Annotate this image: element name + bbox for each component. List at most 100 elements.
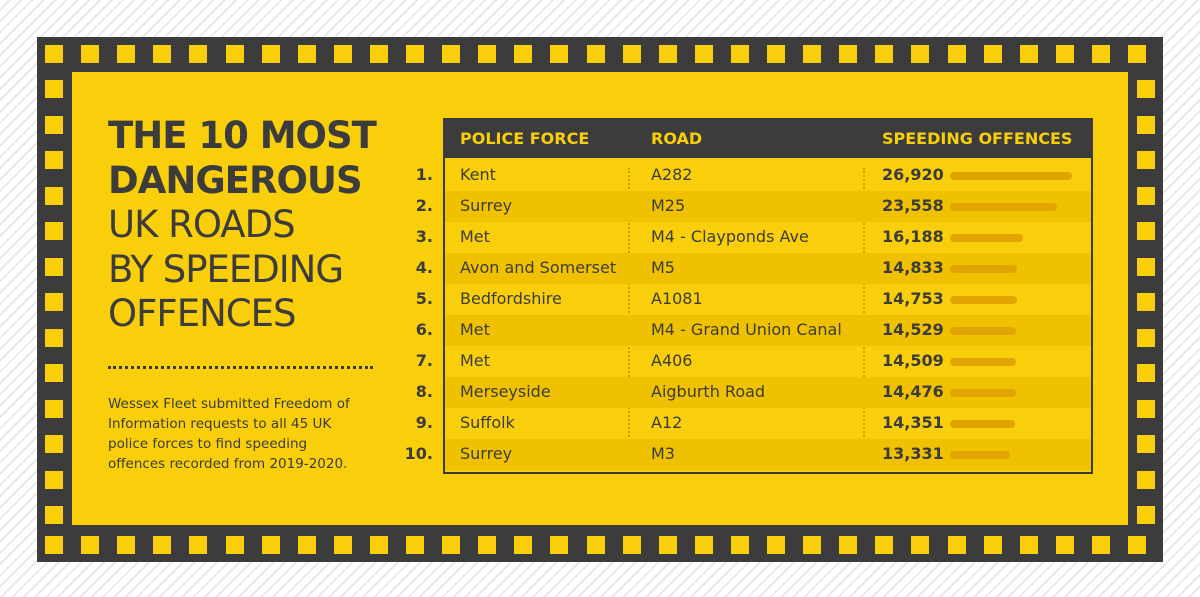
road: M4 - Grand Union Canal xyxy=(651,320,842,339)
table-row: Avon and Somerset M5 14,833 xyxy=(445,253,1091,284)
title-line: BY SPEEDING xyxy=(108,247,344,291)
police-force: Bedfordshire xyxy=(460,289,562,308)
perforation xyxy=(1055,45,1074,63)
perforation xyxy=(225,45,244,63)
perforation xyxy=(153,536,172,554)
perforation xyxy=(1128,45,1146,63)
perforation xyxy=(875,45,894,63)
road: A282 xyxy=(651,165,693,184)
rank: 8. xyxy=(415,382,433,401)
perforation xyxy=(1019,536,1038,554)
perforation xyxy=(406,45,424,63)
table-row: Surrey M25 23,558 xyxy=(445,191,1091,222)
perforation xyxy=(442,536,461,554)
road: A12 xyxy=(651,413,683,432)
road: A1081 xyxy=(651,289,703,308)
table-row: Met M4 - Grand Union Canal 14,529 xyxy=(445,315,1091,346)
perforation xyxy=(45,80,63,98)
rank: 2. xyxy=(415,196,433,215)
perforation xyxy=(730,45,749,63)
perforation xyxy=(478,45,497,63)
perforation xyxy=(45,222,63,240)
offences: 23,558 xyxy=(882,196,944,215)
rank: 1. xyxy=(415,165,433,184)
perforation xyxy=(586,45,605,63)
description: Wessex Fleet submitted Freedom of Inform… xyxy=(108,396,350,472)
offences: 26,920 xyxy=(882,165,944,184)
perforation xyxy=(369,536,388,554)
perforation xyxy=(189,536,208,554)
divider xyxy=(108,366,373,369)
perforation xyxy=(1137,399,1155,418)
perforation xyxy=(550,536,569,554)
title-line: OFFENCES xyxy=(108,292,296,335)
perforation xyxy=(622,536,641,554)
perforation xyxy=(839,45,858,63)
offences-bar xyxy=(950,265,1018,273)
offences-bar xyxy=(950,296,1017,304)
perforation xyxy=(406,536,424,554)
perforation xyxy=(478,536,497,554)
perforation xyxy=(45,470,63,489)
perforation xyxy=(81,45,100,63)
title-line: THE 10 MOST xyxy=(108,114,377,157)
table-row: Kent A282 26,920 xyxy=(445,160,1091,191)
perforation xyxy=(45,151,63,169)
perforation xyxy=(225,536,244,554)
perforation xyxy=(803,536,822,554)
perforation xyxy=(45,186,63,205)
table-row: Met A406 14,509 xyxy=(445,346,1091,377)
perforation xyxy=(333,45,352,63)
perforation xyxy=(1137,293,1155,311)
offences-bar xyxy=(950,420,1016,428)
road: M5 xyxy=(651,258,675,277)
police-force: Met xyxy=(460,227,490,246)
rank: 9. xyxy=(415,413,433,432)
column-header: SPEEDING OFFENCES xyxy=(882,129,1073,148)
perforation xyxy=(550,45,569,63)
rank: 10. xyxy=(404,444,433,463)
perforation xyxy=(45,435,63,453)
perforation xyxy=(1137,80,1155,98)
offences: 14,476 xyxy=(882,382,944,401)
perforation xyxy=(45,45,63,63)
offences: 14,351 xyxy=(882,413,944,432)
perforation xyxy=(1019,45,1038,63)
perforation xyxy=(514,45,533,63)
perforation xyxy=(514,536,533,554)
title-line: UK ROADS xyxy=(108,203,296,246)
perforation xyxy=(45,364,63,382)
road: M3 xyxy=(651,444,675,463)
title-line: DANGEROUS xyxy=(108,158,363,202)
perforation xyxy=(1137,115,1155,134)
perforation xyxy=(1137,435,1155,453)
perforation xyxy=(947,45,966,63)
table-row: Bedfordshire A1081 14,753 xyxy=(445,284,1091,315)
perforation xyxy=(1091,536,1110,554)
perforation xyxy=(1137,257,1155,276)
police-force: Surrey xyxy=(460,444,513,463)
road: A406 xyxy=(651,351,693,370)
perforation xyxy=(297,536,316,554)
perforation xyxy=(767,536,785,554)
perforation xyxy=(983,45,1002,63)
perforation xyxy=(81,536,100,554)
perforation xyxy=(45,536,63,554)
police-force: Suffolk xyxy=(460,413,515,432)
offences: 14,509 xyxy=(882,351,944,370)
perforation xyxy=(45,399,63,418)
perforation xyxy=(658,45,677,63)
perforation xyxy=(45,293,63,311)
perforation xyxy=(261,536,280,554)
perforation xyxy=(694,536,713,554)
table-row: Surrey M3 13,331 xyxy=(445,439,1091,470)
offences-bar xyxy=(950,327,1016,335)
perforation xyxy=(983,536,1002,554)
offences: 14,529 xyxy=(882,320,944,339)
perforation xyxy=(947,536,966,554)
offences-bar xyxy=(950,172,1072,180)
perforation xyxy=(839,536,858,554)
perforation xyxy=(261,45,280,63)
perforation xyxy=(1137,506,1155,524)
